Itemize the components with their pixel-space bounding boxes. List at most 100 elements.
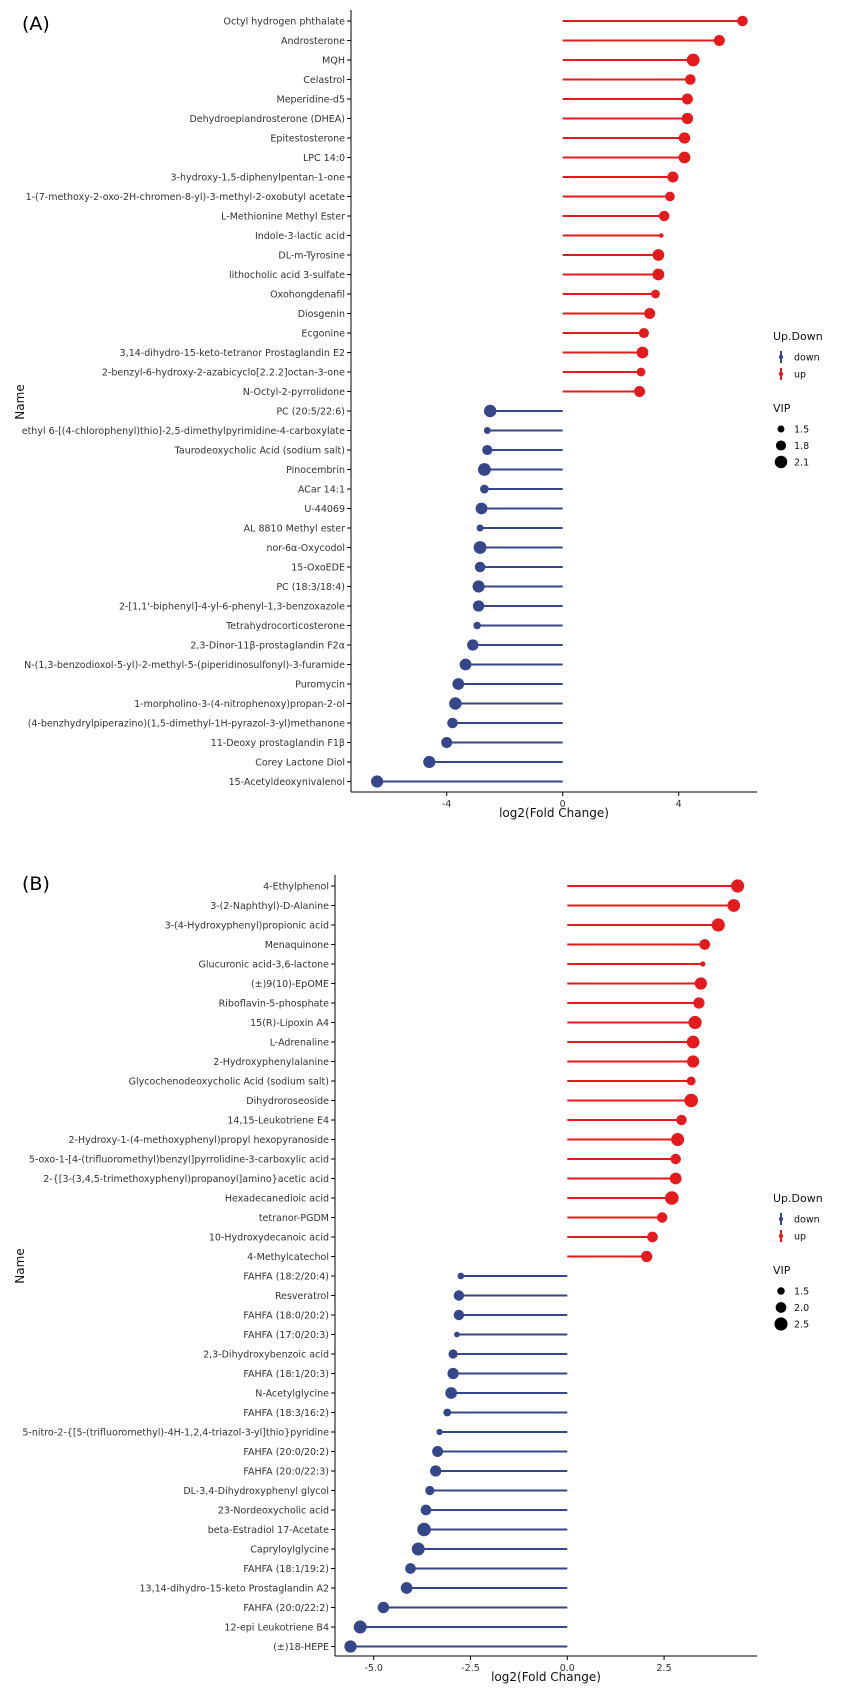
- panel-a-lollipop-point: [473, 621, 481, 630]
- panel-b-lollipop-point: [656, 1212, 668, 1223]
- panel-a-lollipop-point: [459, 658, 472, 671]
- panel-a-lollipop-point: [651, 289, 660, 299]
- panel-a-lollipop-point: [667, 171, 679, 183]
- panel-a-lollipop-point: [472, 580, 485, 593]
- panel-a-y-tick-label: N-Octyl-2-pyrrolidone: [243, 387, 345, 398]
- panel-a-y-tick-label: Taurodeoxycholic Acid (sodium salt): [174, 446, 345, 457]
- panel-a-lollipop-point: [681, 93, 693, 105]
- panel-a-y-tick-label: Pinocembrin: [286, 465, 345, 476]
- panel-b-y-tick-label: 13,14-dihydro-15-keto Prostaglandin A2: [140, 1584, 330, 1595]
- panel-a-lollipop-point: [678, 132, 691, 144]
- panel-a-y-tick-label: PC (20:5/22:6): [276, 407, 345, 418]
- panel-a-legend-key-down-dot: [778, 354, 784, 360]
- panel-b-lollipop-point: [688, 1015, 702, 1030]
- panel-b-lollipop-point: [432, 1446, 444, 1457]
- panel-a-lollipop-point: [681, 112, 694, 125]
- panel-a-legend-vip-dot: [775, 440, 787, 451]
- panel-b-lollipop-point: [400, 1582, 413, 1594]
- panel-a-lollipop-point: [678, 151, 691, 164]
- panel-a-y-tick-label: 1-morpholino-3-(4-nitrophenoxy)propan-2-…: [134, 699, 345, 710]
- panel-b-lollipop-point: [684, 1093, 698, 1108]
- panel-a-y-tick-label: DL-m-Tyrosine: [278, 251, 345, 262]
- panel-a-legend-vip-dot: [777, 425, 785, 433]
- panel-b-lollipop-point: [377, 1601, 390, 1614]
- panel-b-y-tick-label: Resveratrol: [275, 1291, 329, 1302]
- panel-b-y-tick-label: 5-nitro-2-{[5-(trifluoromethyl)-4H-1,2,4…: [22, 1428, 329, 1439]
- panel-a-y-tick-label: 15-Acetyldeoxynivalenol: [229, 777, 345, 788]
- panel-b-lollipop-point: [731, 879, 745, 893]
- panel-b-y-tick-label: Capryloylglycine: [250, 1545, 329, 1556]
- panel-a-y-tick-label: Meperidine-d5: [277, 95, 346, 106]
- panel-b-y-tick-label: 14,15-Leukotriene E4: [227, 1116, 329, 1127]
- panel-a-y-axis-title: Name: [13, 384, 27, 419]
- panel-a-lollipop-point: [652, 249, 665, 261]
- panel-b-y-tick-label: beta-Estradiol 17-Acetate: [208, 1525, 329, 1536]
- panel-a-x-tick-label: -4: [442, 799, 451, 810]
- panel-b-lollipop-point: [344, 1640, 357, 1653]
- panel-b-y-tick-label: 12-epi Leukotriene B4: [224, 1623, 329, 1634]
- panel-a-y-tick-label: MQH: [322, 56, 345, 67]
- panel-a-lollipop-point: [685, 74, 696, 85]
- panel-b-y-tick-label: L-Adrenaline: [270, 1038, 329, 1049]
- panel-b-lollipop-point: [693, 997, 705, 1009]
- panel-a-y-tick-label: 3-hydroxy-1,5-diphenylpentan-1-one: [171, 173, 346, 184]
- panel-a-legend-label-up: up: [794, 370, 806, 381]
- panel-a-lollipop-point: [475, 502, 488, 515]
- panel-b-x-tick-label: -5.0: [364, 1663, 383, 1674]
- panel-b-lollipop-point: [699, 939, 711, 950]
- panel-b-legend-updown-title: Up.Down: [773, 1192, 823, 1205]
- panel-b-lollipop-point: [443, 1408, 452, 1417]
- panel-a-legend-vip-label: 1.8: [794, 441, 809, 452]
- panel-b-y-tick-label: (±)18-HEPE: [273, 1642, 329, 1653]
- panel-b-y-tick-label: FAHFA (18:2/20:4): [243, 1272, 329, 1283]
- panel-b-y-tick-label: 3-(2-Naphthyl)-D-Alanine: [210, 901, 329, 912]
- panel-b-y-tick-label: 4-Methylcatechol: [247, 1252, 329, 1263]
- panel-b-x-tick-label: 2.5: [657, 1663, 672, 1674]
- panel-b-y-tick-label: N-Acetylglycine: [255, 1389, 329, 1400]
- panel-a-lollipop-point: [473, 541, 487, 554]
- panel-b-lollipop-point: [445, 1387, 458, 1399]
- panel-b-y-tick-label: 3-(4-Hydroxyphenyl)propionic acid: [165, 921, 329, 932]
- panel-b-lollipop-point: [430, 1465, 442, 1477]
- panel-b-lollipop-point: [686, 1035, 700, 1049]
- panel-b-y-tick-label: DL-3,4-Dihydroxyphenyl glycol: [183, 1486, 329, 1497]
- panel-b-x-axis-title: log2(Fold Change): [491, 1670, 601, 1684]
- panel-b-y-tick-label: Hexadecanedioic acid: [225, 1194, 329, 1205]
- panel-a-y-tick-label: lithocholic acid 3-sulfate: [229, 270, 345, 281]
- panel-a-lollipop-point: [480, 484, 489, 494]
- panel-a-y-tick-label: Epitestosterone: [270, 134, 345, 145]
- panel-b-lollipop-point: [669, 1172, 682, 1185]
- panel-a-y-tick-label: Tetrahydrocorticosterone: [225, 621, 345, 632]
- panel-b-legend-vip-dot: [774, 1317, 788, 1331]
- panel-a-lollipop-point: [423, 755, 436, 769]
- panel-a-y-tick-label: 1-(7-methoxy-2-oxo-2H-chromen-8-yl)-3-me…: [26, 192, 346, 203]
- panel-b-y-tick-label: 2-Hydroxyphenylalanine: [213, 1057, 329, 1068]
- panel-a-lollipop-point: [636, 367, 646, 377]
- panel-a-y-tick-label: Indole-3-lactic acid: [255, 231, 345, 242]
- panel-a-lollipop-point: [474, 561, 486, 573]
- panel-b-lollipop-point: [676, 1114, 687, 1126]
- panel-a-lollipop-point: [634, 386, 646, 397]
- panel-a-x-tick-label: 0: [560, 799, 566, 810]
- panel-b-y-tick-label: FAHFA (18:0/20:2): [243, 1311, 329, 1322]
- panel-a-lollipop-point: [652, 268, 665, 281]
- panel-a-tag: (A): [22, 13, 50, 35]
- panel-b-legend-label-down: down: [794, 1215, 820, 1226]
- panel-b-y-tick-label: 2-{[3-(3,4,5-trimethoxyphenyl)propanoyl]…: [43, 1174, 329, 1185]
- panel-a-y-tick-label: Ecgonine: [301, 329, 345, 340]
- panel-b-y-tick-label: Glucuronic acid-3,6-lactone: [199, 960, 330, 971]
- panel-a-y-tick-label: Androsterone: [281, 36, 345, 47]
- panel-b-y-tick-label: tetranor-PGDM: [259, 1213, 329, 1224]
- panel-b-lollipop-point: [665, 1191, 679, 1205]
- panel-b-y-axis-title: Name: [13, 1248, 27, 1283]
- panel-b-lollipop-point: [447, 1367, 459, 1380]
- panel-a-y-tick-label: (4-benzhydrylpiperazino)(1,5-dimethyl-1H…: [28, 719, 345, 730]
- panel-b-y-tick-label: Glycochenodeoxycholic Acid (sodium salt): [129, 1077, 329, 1088]
- panel-a-y-tick-label: 2,3-Dinor-11β-prostaglandin F2α: [190, 641, 345, 652]
- panel-a-legend-vip-label: 1.5: [794, 425, 809, 436]
- panel-a-legend-key-up-dot: [778, 371, 784, 377]
- panel-b-y-tick-label: FAHFA (18:3/16:2): [243, 1408, 329, 1419]
- panel-b-y-tick-label: FAHFA (20:0/22:2): [243, 1603, 329, 1614]
- panel-b-y-tick-label: FAHFA (17:0/20:3): [243, 1330, 329, 1341]
